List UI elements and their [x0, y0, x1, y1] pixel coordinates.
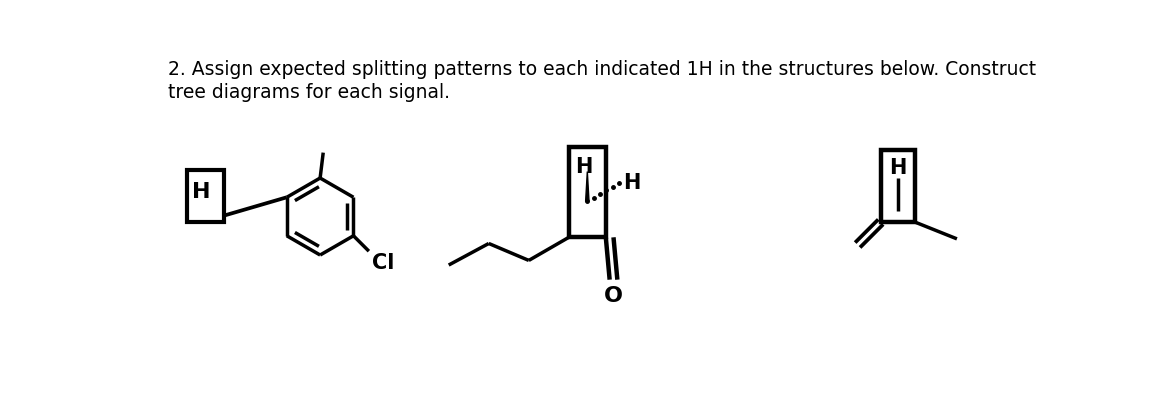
Text: 2. Assign expected splitting patterns to each indicated 1H in the structures bel: 2. Assign expected splitting patterns to…: [168, 60, 1037, 79]
Text: H: H: [623, 173, 641, 193]
Polygon shape: [585, 171, 589, 201]
Bar: [187, 170, 223, 222]
Text: tree diagrams for each signal.: tree diagrams for each signal.: [168, 83, 450, 102]
Bar: [569, 147, 606, 237]
Text: O: O: [604, 286, 623, 306]
Text: Cl: Cl: [372, 253, 394, 273]
Text: H: H: [576, 157, 593, 177]
Bar: [880, 150, 915, 222]
Text: H: H: [889, 158, 907, 178]
Text: H: H: [191, 182, 210, 201]
